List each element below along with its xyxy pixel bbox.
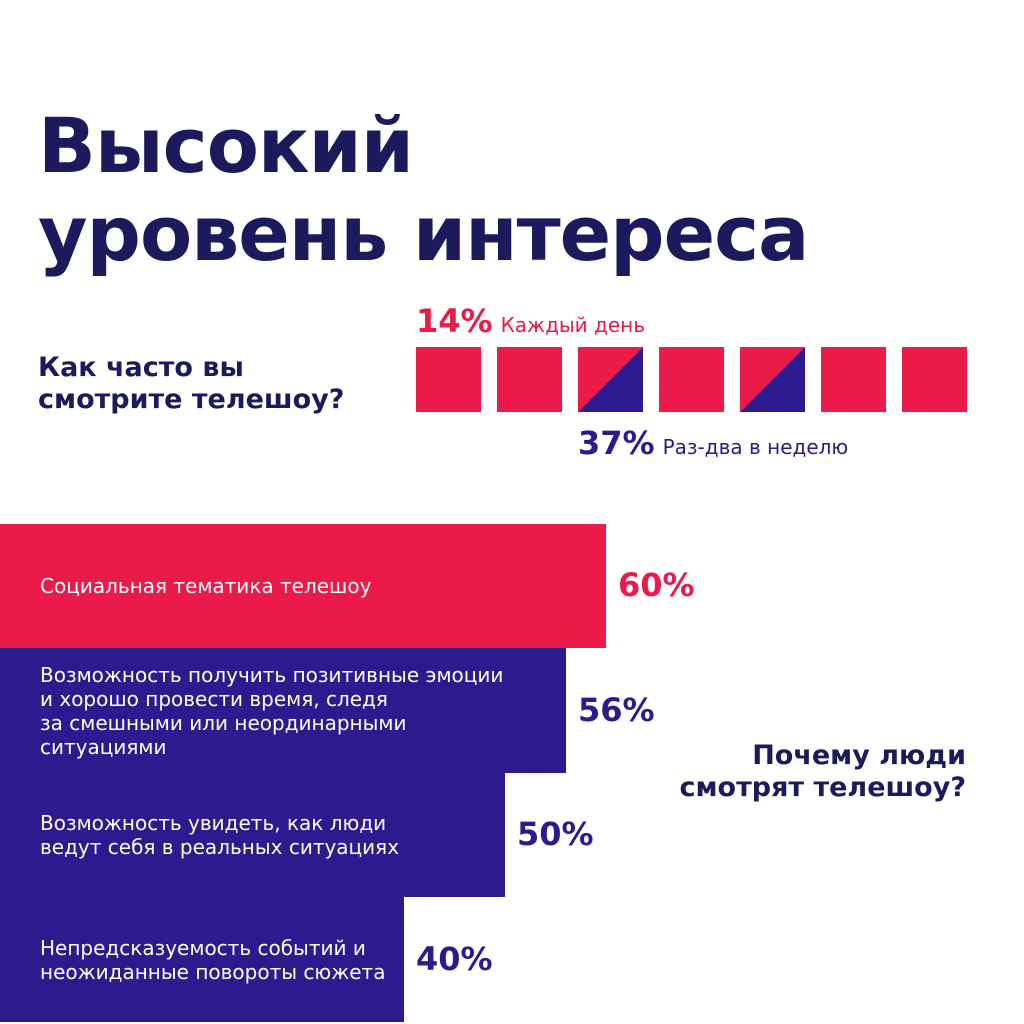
frequency-question: Как часто вы смотрите телешоу?	[38, 352, 345, 415]
weekly-text: Раз-два в неделю	[662, 435, 849, 459]
weekly-label: 37% Раз-два в неделю	[578, 424, 848, 462]
reason-bar: Возможность получить позитивные эмоции и…	[0, 648, 566, 773]
reason-label: Непредсказуемость событий и неожиданные …	[40, 935, 386, 984]
frequency-square	[821, 347, 886, 412]
frequency-square	[659, 347, 724, 412]
weekly-percent: 37%	[578, 424, 655, 462]
reasons-question: Почему люди смотрят телешоу?	[679, 740, 966, 803]
reason-percent: 60%	[618, 566, 695, 604]
reason-bar: Возможность увидеть, как люди ведут себя…	[0, 773, 505, 897]
daily-percent: 14%	[416, 302, 493, 340]
frequency-square	[902, 347, 967, 412]
reason-percent: 56%	[578, 690, 655, 729]
reason-bar: Непредсказуемость событий и неожиданные …	[0, 897, 404, 1022]
daily-label: 14% Каждый день	[416, 302, 645, 340]
frequency-square	[578, 347, 643, 412]
page-title: Высокий уровень интереса	[38, 101, 809, 278]
frequency-square	[416, 347, 481, 412]
reason-label: Возможность увидеть, как люди ведут себя…	[40, 811, 400, 859]
reason-percent: 40%	[416, 939, 493, 978]
frequency-square	[497, 347, 562, 412]
daily-text: Каждый день	[500, 313, 646, 337]
reason-label: Возможность получить позитивные эмоции и…	[40, 662, 504, 759]
reason-percent: 50%	[517, 815, 594, 853]
reason-label: Социальная тематика телешоу	[40, 574, 372, 598]
frequency-square	[740, 347, 805, 412]
reason-bar: Социальная тематика телешоу	[0, 524, 606, 648]
